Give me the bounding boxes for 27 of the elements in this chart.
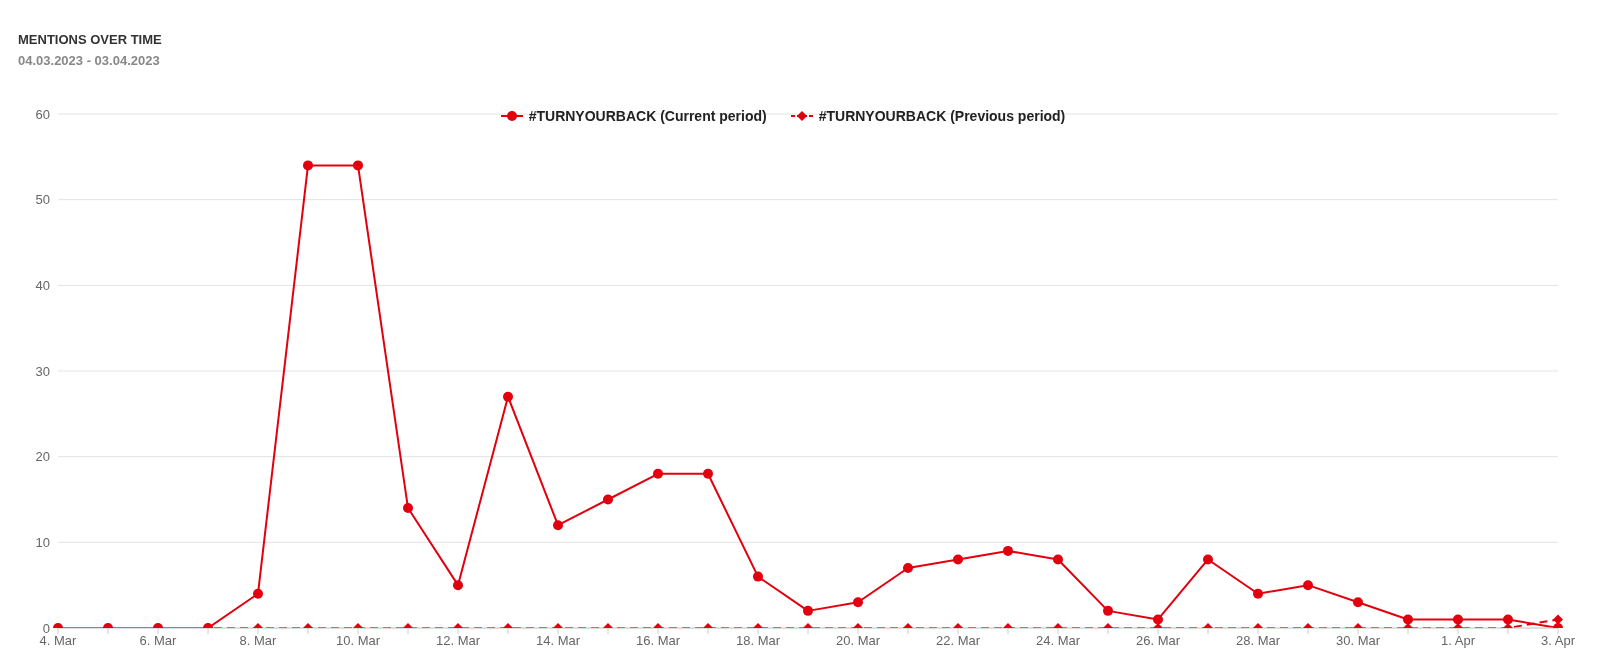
x-tick-label: 26. Mar — [1135, 633, 1181, 649]
y-tick-label: 50 — [35, 192, 50, 208]
y-tick-label: 0 — [42, 620, 50, 636]
x-tick-label: 3. Apr — [1541, 633, 1576, 649]
x-tick-label: 14. Mar — [535, 633, 581, 649]
x-tick-label: 4. Mar — [39, 633, 78, 649]
x-tick-label: 22. Mar — [935, 633, 981, 649]
x-tick-label: 16. Mar — [635, 633, 681, 649]
x-tick-label: 12. Mar — [435, 633, 481, 649]
y-tick-label: 30 — [35, 363, 50, 379]
x-tick-label: 28. Mar — [1235, 633, 1281, 649]
y-tick-label: 10 — [35, 534, 50, 550]
x-tick-label: 8. Mar — [239, 633, 278, 649]
y-tick-label: 20 — [35, 449, 50, 465]
y-tick-label: 40 — [35, 277, 50, 293]
chart-title: MENTIONS OVER TIME — [18, 32, 163, 47]
x-tick-label: 1. Apr — [1441, 633, 1476, 649]
chart-subtitle: 04.03.2023 - 03.04.2023 — [18, 53, 161, 68]
x-tick-label: 30. Mar — [1335, 633, 1381, 649]
legend-label: #TURNYOURBACK (Previous period) — [818, 108, 1066, 124]
legend-label: #TURNYOURBACK (Current period) — [528, 108, 767, 124]
x-tick-label: 20. Mar — [835, 633, 881, 649]
x-tick-label: 24. Mar — [1035, 633, 1081, 649]
y-tick-label: 60 — [35, 106, 50, 122]
x-tick-label: 10. Mar — [335, 633, 381, 649]
x-tick-label: 18. Mar — [735, 633, 781, 649]
x-tick-label: 6. Mar — [139, 633, 178, 649]
